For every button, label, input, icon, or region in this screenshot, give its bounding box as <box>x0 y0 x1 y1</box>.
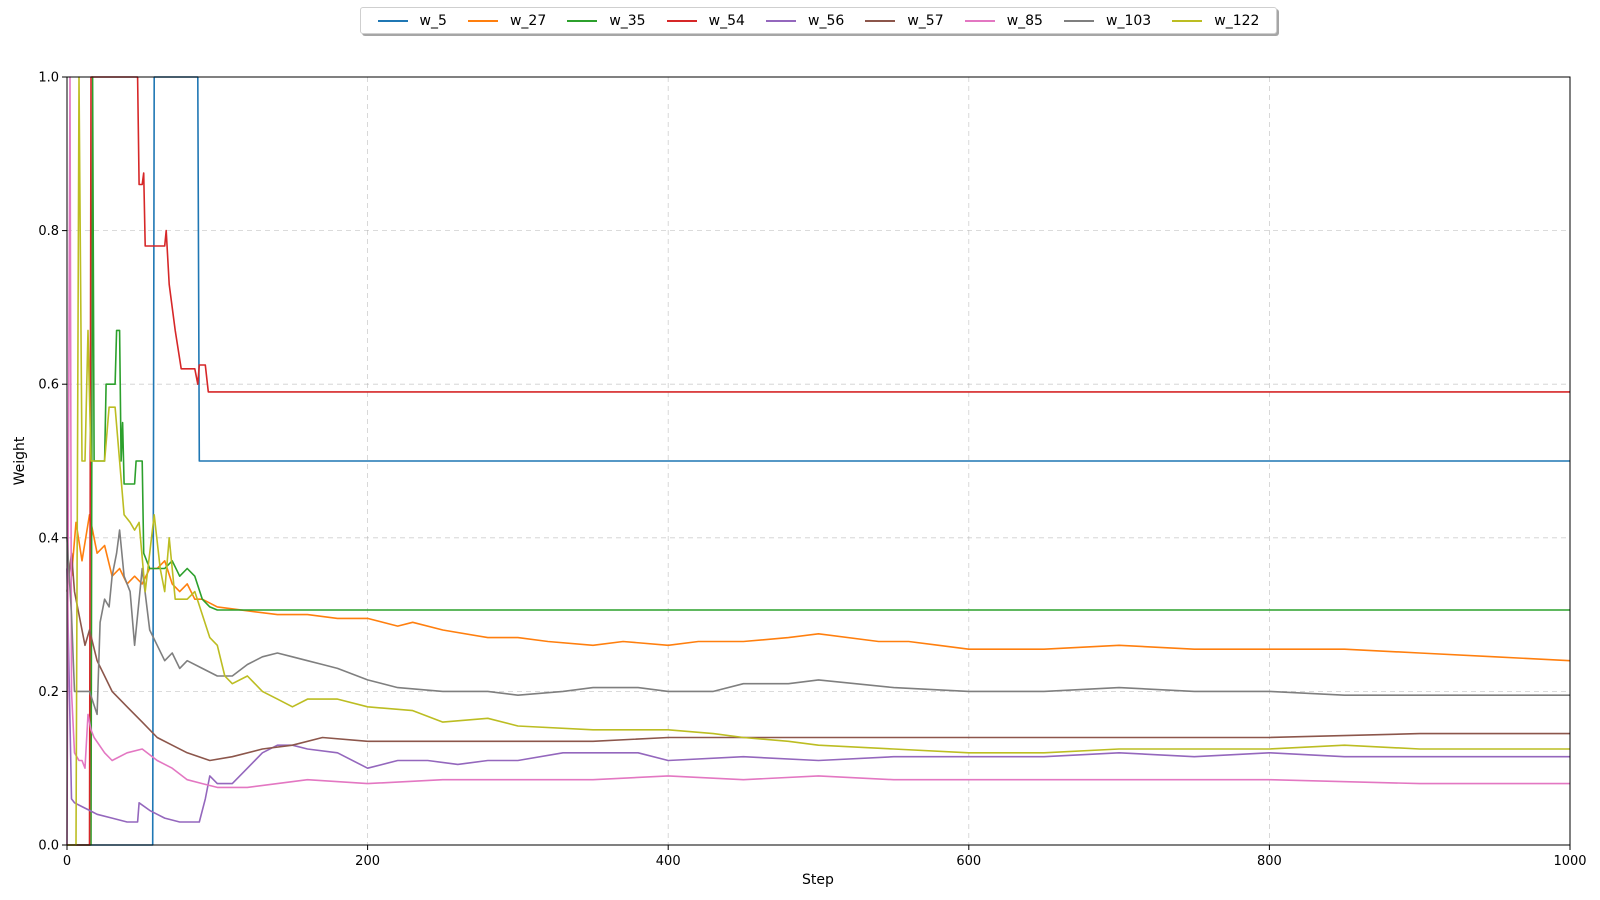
legend-item-w-103: w_103 <box>1064 13 1151 29</box>
y-tick-label: 1.0 <box>38 71 59 86</box>
legend-item-w-35: w_35 <box>567 12 646 29</box>
series-line-w-122 <box>67 76 1570 846</box>
legend-item-w-122: w_122 <box>1172 13 1259 29</box>
legend-swatch <box>766 19 796 22</box>
legend-item-w-27: w_27 <box>467 12 547 29</box>
legend-label: w_85 <box>1006 12 1043 29</box>
x-tick-label: 400 <box>656 854 681 869</box>
series-line-w-27 <box>70 514 1571 662</box>
legend-swatch <box>377 19 408 22</box>
legend-swatch <box>1064 19 1095 22</box>
legend-label: w_56 <box>808 12 845 29</box>
legend-swatch <box>666 19 697 22</box>
y-axis-label: Weight <box>12 436 28 485</box>
series-line-w-85 <box>66 76 1570 846</box>
y-tick-label: 0.8 <box>38 224 59 239</box>
legend-label: w_57 <box>907 12 944 29</box>
y-tick-label: 0.0 <box>38 839 59 854</box>
series-line-w-35 <box>67 76 1570 846</box>
legend-item-w-5: w_5 <box>377 12 447 29</box>
legend-item-w-85: w_85 <box>964 12 1043 29</box>
legend-label: w_122 <box>1214 12 1260 29</box>
series-line-w-57 <box>66 552 1570 762</box>
legend-swatch <box>865 19 896 22</box>
series-line-w-103 <box>66 529 1570 716</box>
legend-item-w-56: w_56 <box>766 13 844 29</box>
y-tick-label: 0.4 <box>38 531 59 546</box>
x-tick-label: 0 <box>63 854 71 869</box>
legend-item-w-54: w_54 <box>666 12 745 29</box>
legend-label: w_35 <box>609 12 646 29</box>
x-axis-label: Step <box>802 872 834 888</box>
legend-label: w_27 <box>509 12 547 29</box>
x-tick-label: 1000 <box>1553 854 1586 869</box>
x-tick-label: 600 <box>956 854 981 869</box>
legend-swatch <box>1172 19 1203 22</box>
plot-frame <box>66 76 1571 846</box>
legend-swatch <box>467 19 498 22</box>
y-tick-label: 0.6 <box>38 378 59 393</box>
legend-item-w-57: w_57 <box>865 12 944 29</box>
legend-swatch <box>567 19 598 22</box>
legend: w_5 w_27 w_35 w_54 w_56 w_57 w_85 w_103 w_122 <box>360 7 1277 34</box>
series-line-w-56 <box>66 568 1570 823</box>
axes: 0 200 400 600 800 1000 0.0 0.2 0.4 0.6 0.8 1.0 <box>38 71 1586 870</box>
legend-label: w_103 <box>1106 12 1152 29</box>
x-tick-label: 200 <box>355 854 380 869</box>
x-tick-label: 800 <box>1257 854 1282 869</box>
y-tick-label: 0.2 <box>38 685 59 700</box>
legend-swatch <box>964 19 995 22</box>
legend-label: w_5 <box>419 12 447 29</box>
legend-label: w_54 <box>708 12 745 29</box>
